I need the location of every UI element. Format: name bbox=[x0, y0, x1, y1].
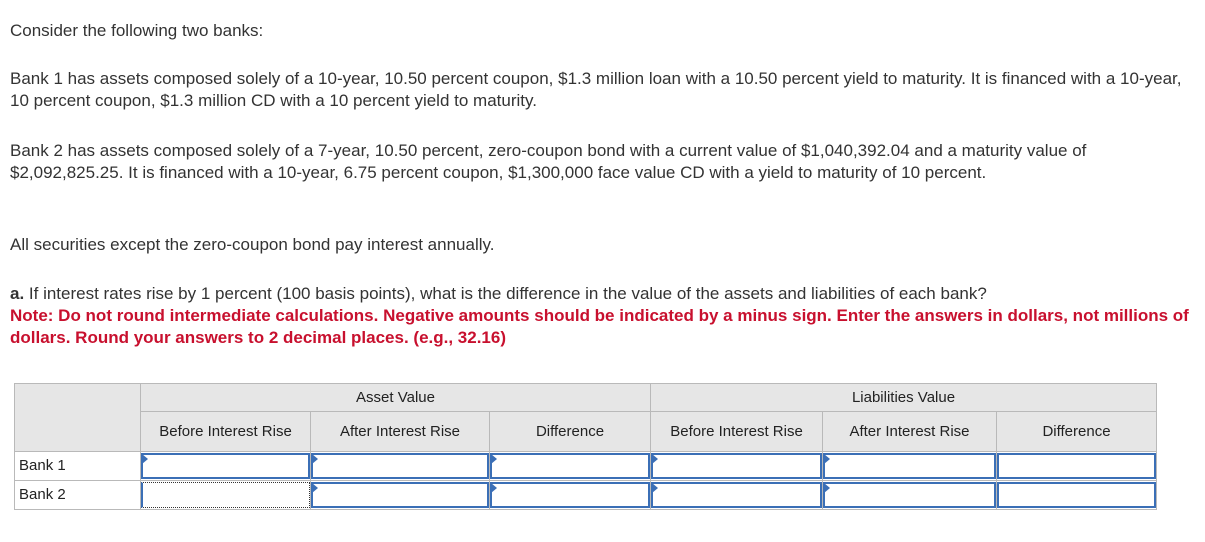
question-a: a. If interest rates rise by 1 percent (… bbox=[10, 283, 1195, 349]
cell-bank2-asset-difference bbox=[489, 480, 651, 510]
cell-bank1-liab-difference bbox=[996, 451, 1157, 481]
asset-after-header: After Interest Rise bbox=[310, 411, 490, 452]
row-label-bank2: Bank 2 bbox=[14, 480, 141, 510]
cell-bank1-asset-before bbox=[140, 451, 311, 481]
intro-text: Consider the following two banks: bbox=[10, 21, 264, 40]
cell-bank2-liab-difference bbox=[996, 480, 1157, 510]
liab-before-header: Before Interest Rise bbox=[650, 411, 823, 452]
liabilities-value-header: Liabilities Value bbox=[650, 383, 1157, 412]
bank1-description: Bank 1 has assets composed solely of a 1… bbox=[10, 69, 1182, 110]
asset-value-header: Asset Value bbox=[140, 383, 651, 412]
bank2-liab-difference-input[interactable] bbox=[997, 482, 1156, 508]
question-label: a. bbox=[10, 284, 25, 303]
bank2-asset-after-input[interactable] bbox=[311, 482, 489, 508]
cell-bank1-liab-before bbox=[650, 451, 823, 481]
bank2-liab-after-input[interactable] bbox=[823, 482, 996, 508]
bank1-asset-difference-input[interactable] bbox=[490, 453, 650, 479]
bank1-asset-after-input[interactable] bbox=[311, 453, 489, 479]
table-row-bank2: Bank 2 bbox=[14, 480, 1157, 510]
cell-bank2-liab-before bbox=[650, 480, 823, 510]
bank1-asset-before-input[interactable] bbox=[141, 453, 310, 479]
liab-after-header: After Interest Rise bbox=[822, 411, 997, 452]
cell-bank2-liab-after bbox=[822, 480, 997, 510]
bank1-liab-before-input[interactable] bbox=[651, 453, 822, 479]
cell-bank2-asset-after bbox=[310, 480, 490, 510]
liab-difference-header: Difference bbox=[996, 411, 1157, 452]
cell-bank1-asset-after bbox=[310, 451, 490, 481]
cell-bank1-asset-difference bbox=[489, 451, 651, 481]
cell-bank1-liab-after bbox=[822, 451, 997, 481]
question-note: Note: Do not round intermediate calculat… bbox=[10, 306, 1189, 347]
row-label-bank1: Bank 1 bbox=[14, 451, 141, 481]
asset-difference-header: Difference bbox=[489, 411, 651, 452]
asset-before-header: Before Interest Rise bbox=[140, 411, 311, 452]
table-row-bank1: Bank 1 bbox=[14, 451, 1157, 481]
bank2-asset-difference-input[interactable] bbox=[490, 482, 650, 508]
cell-bank2-asset-before bbox=[140, 480, 311, 510]
bank2-asset-before-input[interactable] bbox=[141, 482, 310, 508]
bank1-liab-after-input[interactable] bbox=[823, 453, 996, 479]
corner-header bbox=[14, 383, 141, 452]
bank1-liab-difference-input[interactable] bbox=[997, 453, 1156, 479]
bank2-liab-before-input[interactable] bbox=[651, 482, 822, 508]
answer-table: Asset Value Liabilities Value Before Int… bbox=[14, 383, 1157, 510]
securities-note: All securities except the zero-coupon bo… bbox=[10, 235, 495, 254]
bank2-description: Bank 2 has assets composed solely of a 7… bbox=[10, 141, 1087, 182]
question-text: If interest rates rise by 1 percent (100… bbox=[24, 284, 987, 303]
